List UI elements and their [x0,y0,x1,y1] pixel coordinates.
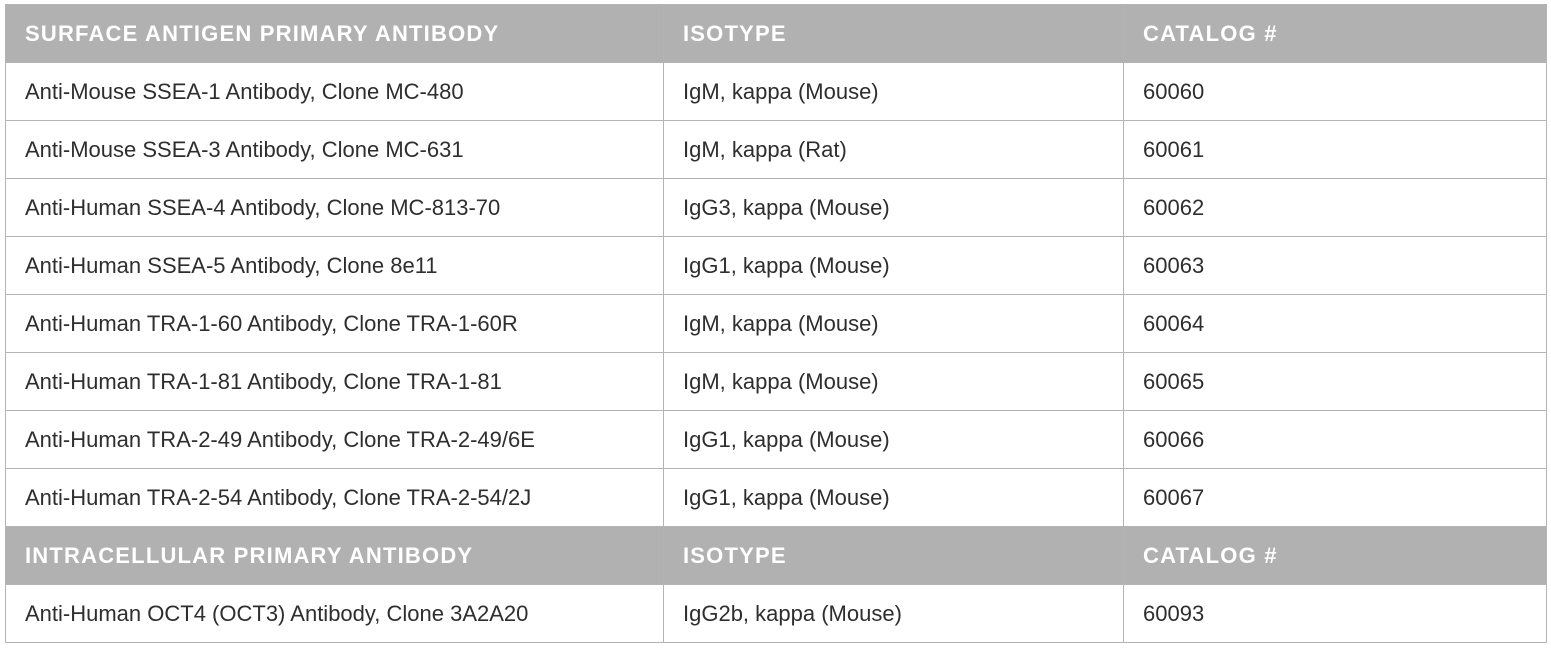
table-row: Anti-Mouse SSEA-1 Antibody, Clone MC-480… [5,62,1547,121]
catalog-number-cell: 60061 [1123,120,1547,179]
isotype-cell: IgM, kappa (Mouse) [663,352,1124,411]
catalog-number-cell: 60093 [1123,584,1547,643]
column-header-antibody: SURFACE ANTIGEN PRIMARY ANTIBODY [5,4,664,63]
column-header-isotype: ISOTYPE [663,4,1124,63]
table-row: Anti-Mouse SSEA-3 Antibody, Clone MC-631… [5,120,1547,179]
isotype-cell: IgG1, kappa (Mouse) [663,468,1124,527]
antibody-name-cell: Anti-Human TRA-1-60 Antibody, Clone TRA-… [5,294,664,353]
section-header-row: INTRACELLULAR PRIMARY ANTIBODY ISOTYPE C… [5,526,1547,585]
isotype-cell: IgM, kappa (Mouse) [663,294,1124,353]
catalog-number-cell: 60062 [1123,178,1547,237]
column-header-isotype: ISOTYPE [663,526,1124,585]
column-header-catalog: CATALOG # [1123,4,1547,63]
table-row: Anti-Human TRA-2-54 Antibody, Clone TRA-… [5,468,1547,527]
isotype-cell: IgG2b, kappa (Mouse) [663,584,1124,643]
antibody-name-cell: Anti-Human OCT4 (OCT3) Antibody, Clone 3… [5,584,664,643]
catalog-number-cell: 60060 [1123,62,1547,121]
antibody-name-cell: Anti-Human SSEA-4 Antibody, Clone MC-813… [5,178,664,237]
antibody-name-cell: Anti-Human TRA-2-49 Antibody, Clone TRA-… [5,410,664,469]
section-header-row: SURFACE ANTIGEN PRIMARY ANTIBODY ISOTYPE… [5,4,1547,63]
table-row: Anti-Human SSEA-5 Antibody, Clone 8e11 I… [5,236,1547,295]
table-row: Anti-Human TRA-2-49 Antibody, Clone TRA-… [5,410,1547,469]
catalog-number-cell: 60063 [1123,236,1547,295]
catalog-number-cell: 60065 [1123,352,1547,411]
column-header-catalog: CATALOG # [1123,526,1547,585]
antibody-name-cell: Anti-Mouse SSEA-3 Antibody, Clone MC-631 [5,120,664,179]
antibody-name-cell: Anti-Human TRA-2-54 Antibody, Clone TRA-… [5,468,664,527]
isotype-cell: IgG1, kappa (Mouse) [663,236,1124,295]
antibody-name-cell: Anti-Mouse SSEA-1 Antibody, Clone MC-480 [5,62,664,121]
catalog-number-cell: 60064 [1123,294,1547,353]
antibody-name-cell: Anti-Human SSEA-5 Antibody, Clone 8e11 [5,236,664,295]
antibody-table: SURFACE ANTIGEN PRIMARY ANTIBODY ISOTYPE… [5,4,1547,643]
isotype-cell: IgG1, kappa (Mouse) [663,410,1124,469]
isotype-cell: IgM, kappa (Rat) [663,120,1124,179]
table-row: Anti-Human TRA-1-60 Antibody, Clone TRA-… [5,294,1547,353]
table-row: Anti-Human OCT4 (OCT3) Antibody, Clone 3… [5,584,1547,643]
catalog-number-cell: 60067 [1123,468,1547,527]
table-row: Anti-Human TRA-1-81 Antibody, Clone TRA-… [5,352,1547,411]
catalog-number-cell: 60066 [1123,410,1547,469]
antibody-name-cell: Anti-Human TRA-1-81 Antibody, Clone TRA-… [5,352,664,411]
isotype-cell: IgM, kappa (Mouse) [663,62,1124,121]
table-row: Anti-Human SSEA-4 Antibody, Clone MC-813… [5,178,1547,237]
column-header-antibody: INTRACELLULAR PRIMARY ANTIBODY [5,526,664,585]
isotype-cell: IgG3, kappa (Mouse) [663,178,1124,237]
antibody-table-container: SURFACE ANTIGEN PRIMARY ANTIBODY ISOTYPE… [5,4,1547,643]
